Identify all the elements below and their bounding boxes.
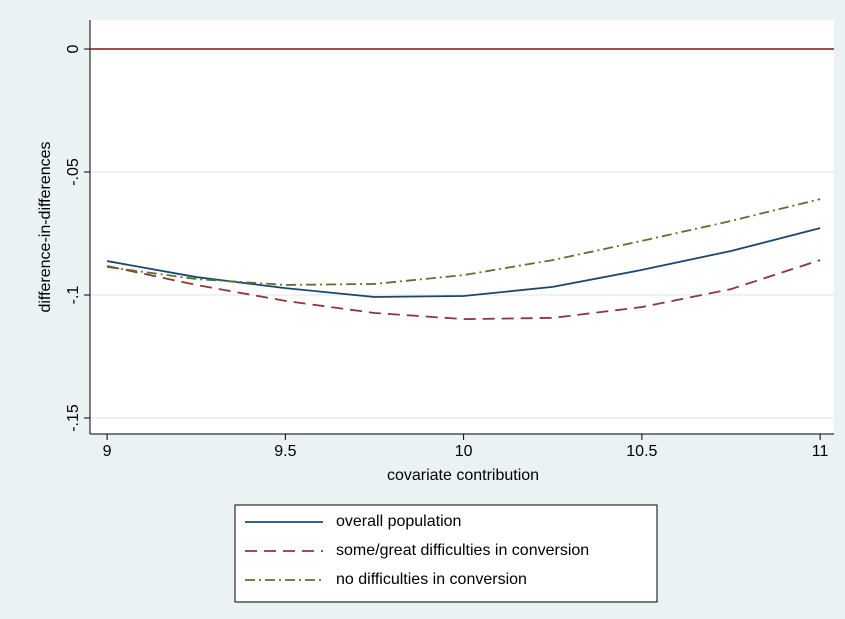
legend-label: overall population	[336, 513, 461, 530]
series-line	[106, 198, 821, 286]
y-tick-label: -.1	[65, 286, 82, 305]
plot-area	[90, 20, 834, 434]
x-tick-label: 9.5	[274, 443, 296, 460]
legend-label: some/great difficulties in conversion	[336, 542, 589, 559]
y-axis-label: difference-in-differences	[37, 141, 54, 312]
x-tick-label: 10	[455, 443, 473, 460]
x-axis-label: covariate contribution	[387, 467, 539, 484]
x-tick-label: 10.5	[626, 443, 657, 460]
y-tick-label: -.15	[65, 404, 82, 432]
y-tick-label: -.05	[65, 158, 82, 186]
series-line	[106, 259, 821, 321]
series-line	[106, 227, 821, 298]
y-tick-label: 0	[65, 44, 82, 53]
x-tick-label: 11	[812, 443, 829, 460]
x-tick-label: 9	[103, 443, 112, 460]
legend-label: no difficulties in conversion	[336, 571, 527, 588]
